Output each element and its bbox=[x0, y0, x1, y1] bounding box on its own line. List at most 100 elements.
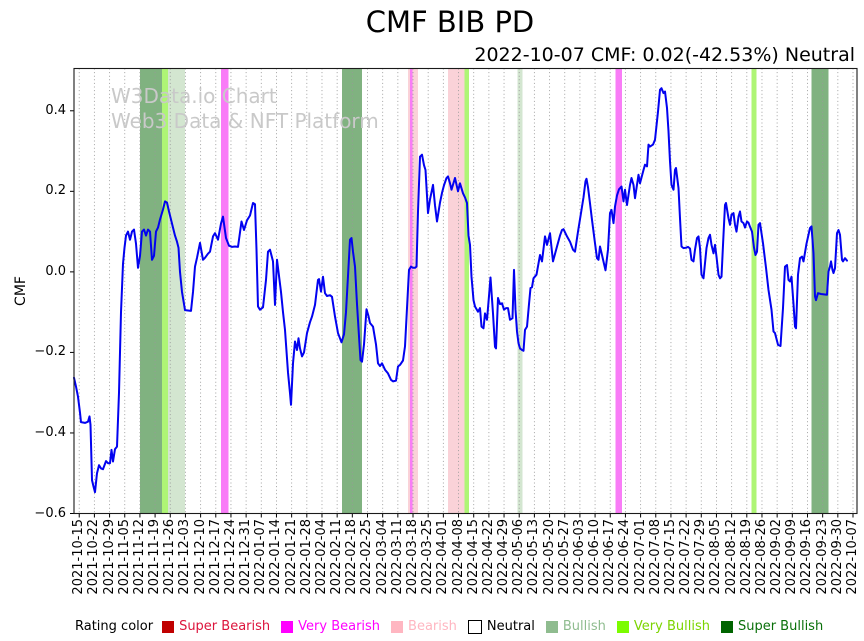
x-tick-label: 2022-01-28 bbox=[298, 519, 314, 595]
x-tick-label: 2022-07-08 bbox=[647, 519, 663, 595]
rating-band-bullish bbox=[517, 68, 523, 514]
x-tick-label: 2021-12-10 bbox=[192, 519, 208, 595]
legend-item-super-bullish: Super Bullish bbox=[720, 619, 824, 634]
legend-swatch-icon bbox=[720, 620, 733, 633]
y-axis-label: CMF bbox=[13, 276, 29, 306]
chart-subtitle: 2022-10-07 CMF: 0.02(-42.53%) Neutral bbox=[474, 44, 855, 66]
legend-item-label: Very Bearish bbox=[298, 619, 381, 634]
rating-band-super-bullish bbox=[811, 68, 829, 514]
watermark: W3Data.io Chart Web3 Data & NFT Platform bbox=[111, 84, 379, 134]
x-tick-label: 2021-10-22 bbox=[86, 519, 102, 595]
x-tick-label: 2022-09-16 bbox=[799, 519, 815, 595]
x-tick-label: 2022-02-11 bbox=[329, 519, 345, 595]
legend-swatch-icon bbox=[281, 620, 294, 633]
x-tick-label: 2021-12-03 bbox=[177, 519, 193, 595]
x-tick-label: 2022-07-22 bbox=[678, 519, 694, 595]
rating-band-bullish bbox=[168, 68, 185, 514]
x-tick-label: 2022-07-29 bbox=[693, 519, 709, 595]
x-tick-label: 2022-10-07 bbox=[845, 519, 860, 595]
x-tick-label: 2022-09-09 bbox=[784, 519, 800, 595]
legend-items: Super Bearish Very Bearish Bearish Neutral B… bbox=[162, 619, 834, 634]
rating-band-very-bearish bbox=[410, 68, 413, 514]
rating-band-very-bullish bbox=[464, 68, 469, 514]
rating-band-very-bearish bbox=[615, 68, 622, 514]
x-tick-label: 2022-03-25 bbox=[420, 519, 436, 595]
x-tick-label: 2022-04-01 bbox=[435, 519, 451, 595]
x-tick-label: 2022-05-27 bbox=[556, 519, 572, 595]
chart-title: CMF BIB PD bbox=[365, 5, 535, 39]
cmf-line bbox=[73, 87, 848, 494]
legend-swatch-icon bbox=[391, 620, 404, 633]
x-tick-label: 2022-03-11 bbox=[389, 519, 405, 595]
x-tick-label: 2022-05-13 bbox=[526, 519, 542, 595]
x-tick-label: 2021-12-24 bbox=[222, 519, 238, 595]
x-tick-label: 2021-11-05 bbox=[116, 519, 132, 595]
legend-swatch-icon bbox=[616, 620, 629, 633]
x-tick-label: 2022-09-23 bbox=[814, 519, 830, 595]
x-tick-label: 2021-11-26 bbox=[162, 519, 178, 595]
x-tick-label: 2022-06-17 bbox=[602, 519, 618, 595]
x-tick-label: 2022-03-18 bbox=[405, 519, 420, 595]
legend-item-label: Neutral bbox=[486, 619, 535, 634]
y-tick-label: −0.2 bbox=[34, 344, 66, 360]
rating-band-bearish bbox=[448, 68, 465, 514]
x-tick-label: 2022-04-15 bbox=[465, 519, 481, 595]
legend-item-very-bearish: Very Bearish bbox=[281, 619, 380, 634]
x-tick-label: 2022-02-25 bbox=[359, 519, 375, 595]
x-tick-label: 2022-07-01 bbox=[632, 519, 648, 595]
x-tick-label: 2022-06-03 bbox=[571, 519, 587, 595]
x-tick-label: 2022-08-05 bbox=[708, 519, 724, 595]
legend-title: Rating color bbox=[75, 619, 154, 634]
watermark-line1: W3Data.io Chart bbox=[111, 84, 277, 108]
rating-band-super-bullish bbox=[342, 68, 362, 514]
x-tick-label: 2022-04-22 bbox=[480, 519, 496, 595]
y-tick-label: 0.0 bbox=[45, 263, 66, 279]
legend-item-bearish: Bearish bbox=[391, 619, 457, 634]
y-tick-label: −0.4 bbox=[34, 424, 66, 440]
legend-item-label: Very Bullish bbox=[633, 619, 710, 634]
legend-item-neutral: Neutral bbox=[467, 619, 535, 634]
legend-swatch-icon bbox=[545, 620, 558, 633]
legend-swatch-icon bbox=[467, 619, 482, 634]
x-tick-label: 2022-08-19 bbox=[738, 519, 754, 595]
x-tick-label: 2022-08-26 bbox=[753, 519, 769, 595]
y-tick-label: 0.4 bbox=[45, 102, 66, 118]
y-tick-label: 0.2 bbox=[45, 183, 66, 199]
rating-band-very-bearish bbox=[221, 68, 229, 514]
x-tick-label: 2022-02-18 bbox=[344, 519, 360, 595]
legend-item-bullish: Bullish bbox=[545, 619, 606, 634]
watermark-line2: Web3 Data & NFT Platform bbox=[111, 109, 379, 133]
x-tick-label: 2022-09-02 bbox=[769, 519, 785, 595]
x-tick-label: 2022-05-20 bbox=[541, 519, 557, 595]
legend-item-label: Bearish bbox=[408, 619, 457, 634]
rating-band-very-bullish bbox=[751, 68, 757, 514]
x-tick-label: 2021-10-29 bbox=[101, 519, 117, 595]
x-tick-label: 2022-04-08 bbox=[450, 519, 466, 595]
x-tick-label: 2022-04-29 bbox=[496, 519, 512, 595]
x-tick-label: 2022-09-30 bbox=[829, 519, 845, 595]
x-tick-label: 2022-08-12 bbox=[723, 519, 739, 595]
legend-item-label: Bullish bbox=[562, 619, 606, 634]
legend-swatch-icon bbox=[162, 620, 175, 633]
x-tick-label: 2022-02-04 bbox=[313, 519, 329, 595]
x-tick-label: 2021-12-17 bbox=[207, 519, 223, 595]
x-tick-label: 2022-01-07 bbox=[253, 519, 269, 595]
x-tick-label: 2022-01-21 bbox=[283, 519, 299, 595]
x-tick-label: 2022-01-14 bbox=[268, 519, 284, 595]
x-tick-label: 2021-11-19 bbox=[147, 519, 163, 595]
legend-item-label: Super Bullish bbox=[737, 619, 824, 634]
x-tick-label: 2022-03-04 bbox=[374, 519, 390, 595]
x-tick-label: 2022-06-10 bbox=[587, 519, 603, 595]
x-tick-label: 2022-07-15 bbox=[662, 519, 678, 595]
legend-item-super-bearish: Super Bearish bbox=[162, 619, 270, 634]
plot-border bbox=[73, 67, 858, 515]
rating-band-bearish bbox=[408, 68, 418, 514]
x-tick-label: 2022-05-06 bbox=[511, 519, 527, 595]
legend-item-very-bullish: Very Bullish bbox=[616, 619, 710, 634]
rating-band-very-bullish bbox=[162, 68, 168, 514]
y-tick-label: −0.6 bbox=[34, 505, 66, 521]
x-tick-label: 2021-11-12 bbox=[131, 519, 147, 595]
x-tick-label: 2022-06-24 bbox=[617, 519, 633, 595]
